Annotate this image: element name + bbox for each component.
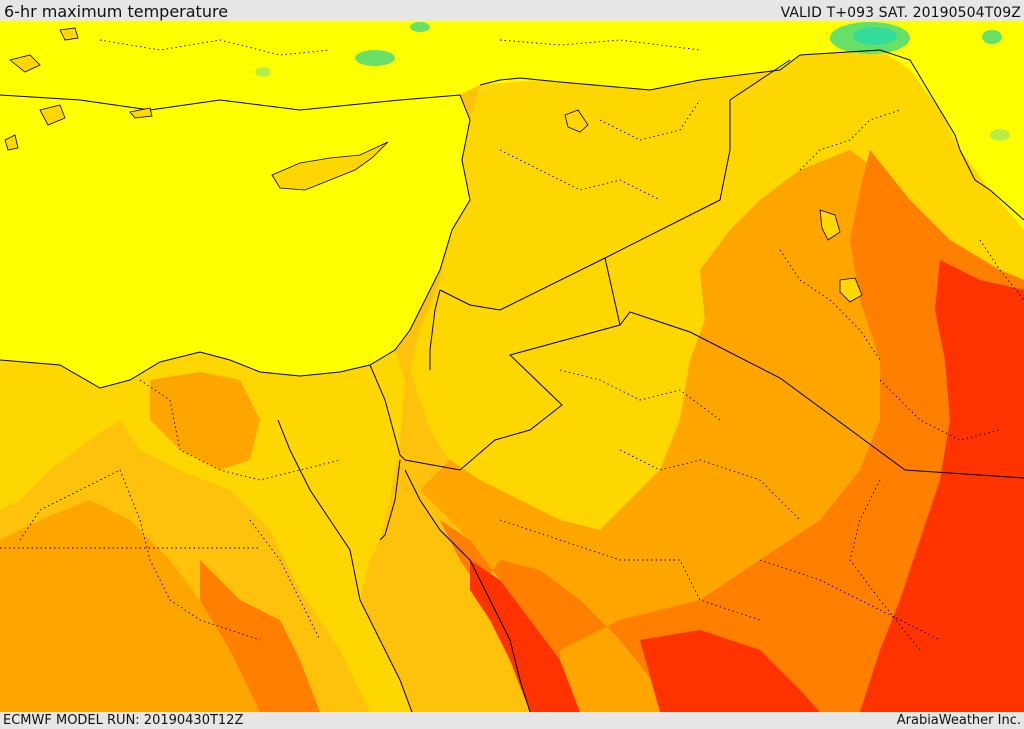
map-header: 6-hr maximum temperature VALID T+093 SAT… bbox=[0, 0, 1024, 21]
east-red-zone bbox=[860, 260, 1024, 712]
country-borders bbox=[369, 49, 1024, 479]
cool-patch-4 bbox=[982, 30, 1002, 44]
east-dark-orange-zone bbox=[440, 150, 1024, 712]
model-run-label: ECMWF MODEL RUN: 20190430T12Z bbox=[3, 713, 244, 728]
lake-1 bbox=[819, 209, 841, 241]
cool-patch-6 bbox=[990, 129, 1010, 141]
cool-patch-2 bbox=[355, 50, 395, 66]
province-boundaries bbox=[0, 39, 1024, 651]
map-title: 6-hr maximum temperature bbox=[4, 2, 229, 21]
cyprus-island bbox=[271, 141, 389, 191]
saudi-red-patch bbox=[470, 560, 580, 712]
egypt-orange-zone bbox=[0, 500, 260, 712]
egypt-orange-zone-2 bbox=[150, 372, 260, 470]
valid-time-label: VALID T+093 SAT. 20190504T09Z bbox=[780, 5, 1021, 21]
egypt-dark-orange-zone bbox=[200, 560, 320, 712]
cool-patch-3 bbox=[410, 22, 430, 32]
lake-2 bbox=[839, 277, 863, 303]
map-footer: ECMWF MODEL RUN: 20190430T12Z ArabiaWeat… bbox=[0, 712, 1024, 729]
temperature-map[interactable] bbox=[0, 21, 1024, 712]
cool-patch-5 bbox=[255, 67, 271, 77]
coastlines bbox=[0, 49, 1024, 712]
levant-gold-zone bbox=[410, 50, 1024, 530]
credit-label: ArabiaWeather Inc. bbox=[896, 713, 1021, 728]
egypt-west-gold-zone bbox=[0, 360, 130, 510]
aegean-islands bbox=[4, 27, 153, 151]
lake-3 bbox=[564, 109, 589, 133]
saudi-red-patch-2 bbox=[640, 630, 820, 712]
cool-patch-1-core bbox=[853, 27, 897, 45]
